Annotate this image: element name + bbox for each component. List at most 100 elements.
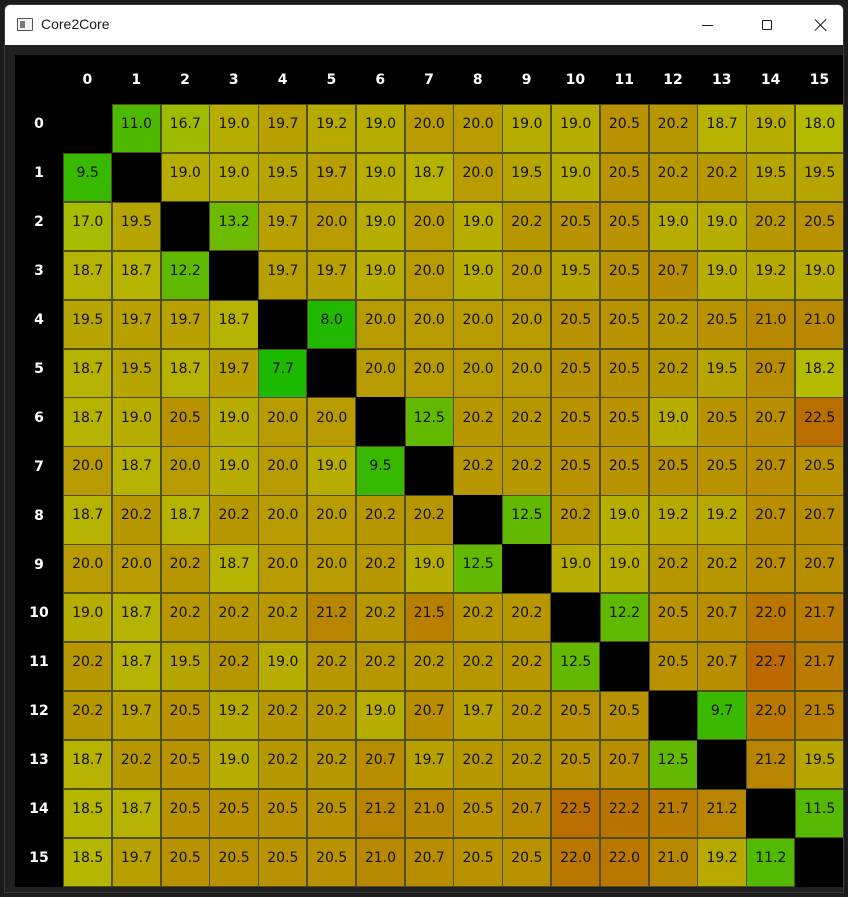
matrix-cell-15-7: 20.7 [404,837,454,887]
diagonal-cell-10 [551,593,601,643]
matrix-cell-4-6: 20.0 [355,299,406,349]
matrix-cell-1-13: 20.2 [697,152,747,203]
matrix-cell-14-3: 20.5 [209,788,259,838]
matrix-cell-2-1: 19.5 [111,201,162,252]
matrix-cell-9-4: 20.0 [258,544,308,594]
matrix-cell-15-4: 20.5 [258,837,308,887]
matrix-cell-15-10: 22.0 [551,837,601,887]
matrix-cell-2-13: 19.0 [697,201,747,252]
matrix-cell-9-7: 19.0 [404,544,454,594]
matrix-cell-12-9: 20.2 [502,690,552,741]
matrix-cell-12-11: 20.5 [599,690,650,741]
matrix-cell-8-12: 19.2 [648,495,698,545]
matrix-cell-4-2: 19.7 [160,299,210,349]
matrix-cell-6-12: 19.0 [648,397,698,447]
matrix-cell-13-14: 21.2 [746,739,796,790]
matrix-cell-5-1: 19.5 [111,348,162,398]
matrix-cell-10-15: 21.7 [795,593,843,643]
row-header-10: 10 [15,593,63,642]
matrix-cell-2-3: 13.2 [209,201,259,252]
matrix-cell-1-14: 19.5 [746,152,796,203]
matrix-cell-13-4: 20.2 [258,739,308,790]
matrix-cell-8-14: 20.7 [746,495,796,545]
matrix-cell-15-1: 19.7 [111,837,162,887]
row-header-15: 15 [15,837,63,887]
matrix-cell-7-13: 20.5 [697,446,747,496]
column-header-10: 10 [551,55,600,104]
matrix-cell-3-10: 19.5 [551,250,601,301]
matrix-cell-15-0: 18.5 [63,837,113,887]
matrix-cell-6-15: 22.5 [795,397,843,447]
matrix-cell-13-0: 18.7 [63,739,113,790]
matrix-cell-8-6: 20.2 [355,495,406,545]
matrix-cell-11-12: 20.5 [648,641,698,692]
column-header-11: 11 [599,55,649,104]
matrix-cell-5-0: 18.7 [63,348,113,398]
matrix-cell-3-0: 18.7 [63,250,113,301]
matrix-cell-1-11: 20.5 [599,152,650,203]
matrix-cell-10-9: 20.2 [502,593,552,643]
column-header-1: 1 [111,55,161,104]
close-button[interactable] [797,5,843,45]
matrix-cell-5-3: 19.7 [209,348,259,398]
column-header-14: 14 [746,55,795,104]
row-header-11: 11 [15,641,63,691]
matrix-cell-7-3: 19.0 [209,446,259,496]
matrix-cell-5-11: 20.5 [599,348,650,398]
matrix-cell-6-0: 18.7 [63,397,113,447]
matrix-cell-8-4: 20.0 [258,495,308,545]
title-bar[interactable]: Core2Core [5,5,843,45]
matrix-cell-13-9: 20.2 [502,739,552,790]
matrix-cell-4-0: 19.5 [63,299,113,349]
matrix-cell-1-0: 9.5 [63,152,113,203]
matrix-cell-2-0: 17.0 [63,201,113,252]
matrix-cell-3-1: 18.7 [111,250,162,301]
matrix-cell-7-6: 9.5 [355,446,406,496]
column-header-15: 15 [795,55,843,104]
matrix-cell-15-11: 22.0 [599,837,650,887]
minimize-button[interactable] [677,5,737,45]
matrix-cell-0-5: 19.2 [307,104,357,154]
matrix-cell-15-6: 21.0 [355,837,406,887]
matrix-cell-1-8: 20.0 [453,152,503,203]
matrix-cell-15-12: 21.0 [648,837,698,887]
matrix-cell-4-12: 20.2 [648,299,698,349]
matrix-cell-2-6: 19.0 [355,201,406,252]
row-header-6: 6 [15,397,63,447]
matrix-cell-11-4: 19.0 [258,641,308,692]
matrix-cell-15-3: 20.5 [209,837,259,887]
matrix-cell-13-5: 20.2 [307,739,357,790]
matrix-cell-2-8: 19.0 [453,201,503,252]
matrix-cell-6-3: 19.0 [209,397,259,447]
matrix-cell-7-1: 18.7 [111,446,162,496]
matrix-cell-12-5: 20.2 [307,690,357,741]
matrix-cell-14-15: 11.5 [795,788,843,838]
column-header-4: 4 [258,55,307,104]
matrix-cell-2-14: 20.2 [746,201,796,252]
matrix-cell-9-11: 19.0 [599,544,650,594]
matrix-cell-14-0: 18.5 [63,788,113,838]
matrix-cell-0-9: 19.0 [502,104,552,154]
matrix-cell-9-0: 20.0 [63,544,113,594]
column-header-0: 0 [63,55,112,104]
diagonal-cell-11 [599,641,650,692]
row-header-14: 14 [15,788,63,838]
matrix-cell-0-12: 20.2 [648,104,698,154]
matrix-cell-7-4: 20.0 [258,446,308,496]
row-header-1: 1 [15,152,63,202]
matrix-cell-0-4: 19.7 [258,104,308,154]
matrix-cell-13-11: 20.7 [599,739,650,790]
matrix-cell-11-10: 12.5 [551,641,601,692]
matrix-cell-10-0: 19.0 [63,593,113,643]
row-header-0: 0 [15,104,63,153]
matrix-cell-10-8: 20.2 [453,593,503,643]
matrix-cell-1-2: 19.0 [160,152,210,203]
matrix-cell-10-2: 20.2 [160,593,210,643]
matrix-cell-14-13: 21.2 [697,788,747,838]
diagonal-cell-15 [795,837,843,887]
maximize-button[interactable] [737,5,797,45]
matrix-cell-6-13: 20.5 [697,397,747,447]
matrix-cell-3-7: 20.0 [404,250,454,301]
column-header-5: 5 [307,55,356,104]
matrix-cell-4-13: 20.5 [697,299,747,349]
